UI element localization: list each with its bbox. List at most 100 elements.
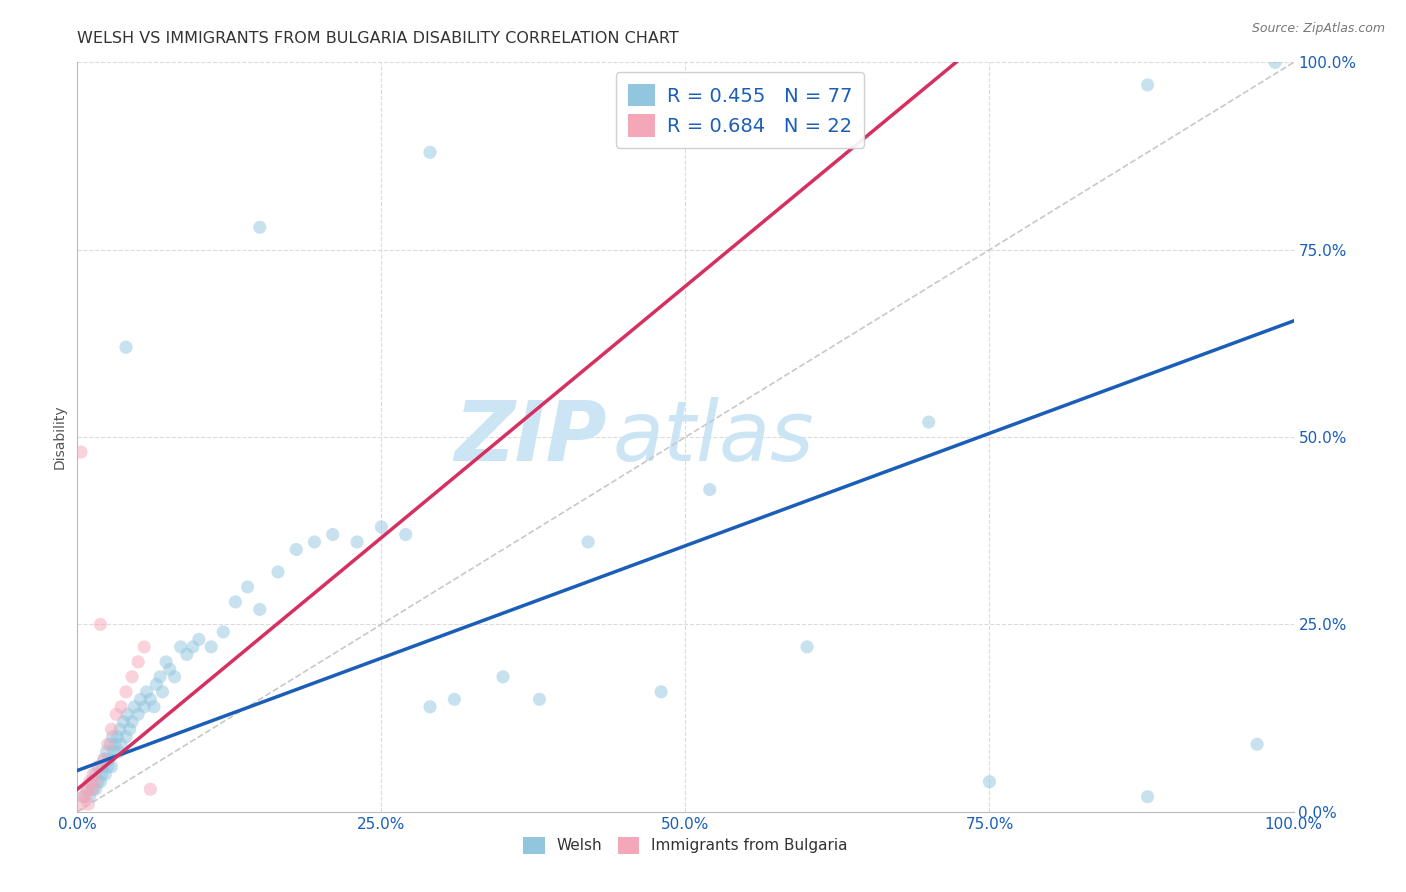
Point bbox=[304, 535, 326, 549]
Point bbox=[129, 692, 152, 706]
Text: Source: ZipAtlas.com: Source: ZipAtlas.com bbox=[1251, 22, 1385, 36]
Point bbox=[124, 699, 146, 714]
Point bbox=[267, 565, 290, 579]
Point bbox=[159, 662, 181, 676]
Point bbox=[87, 760, 110, 774]
Point bbox=[370, 520, 392, 534]
Point bbox=[84, 782, 107, 797]
Point bbox=[82, 782, 104, 797]
Point bbox=[79, 774, 101, 789]
Point bbox=[93, 752, 115, 766]
Point bbox=[142, 699, 165, 714]
Point bbox=[115, 707, 138, 722]
Point bbox=[101, 730, 124, 744]
Point bbox=[492, 670, 515, 684]
Point bbox=[97, 760, 120, 774]
Point bbox=[100, 760, 122, 774]
Point bbox=[104, 737, 127, 751]
Point bbox=[96, 745, 118, 759]
Point bbox=[87, 774, 110, 789]
Point bbox=[419, 699, 441, 714]
Point bbox=[699, 483, 721, 497]
Point bbox=[89, 760, 111, 774]
Point bbox=[224, 595, 246, 609]
Point bbox=[236, 580, 259, 594]
Point bbox=[70, 797, 93, 812]
Point bbox=[127, 655, 149, 669]
Point bbox=[121, 670, 143, 684]
Point bbox=[135, 685, 157, 699]
Point bbox=[115, 730, 138, 744]
Point bbox=[134, 699, 156, 714]
Point bbox=[322, 527, 344, 541]
Point bbox=[77, 797, 100, 812]
Point bbox=[107, 745, 129, 759]
Point bbox=[346, 535, 368, 549]
Point bbox=[107, 730, 129, 744]
Point bbox=[70, 445, 93, 459]
Point bbox=[145, 677, 167, 691]
Point bbox=[127, 707, 149, 722]
Point bbox=[93, 752, 115, 766]
Point bbox=[1136, 789, 1159, 804]
Point bbox=[249, 602, 271, 616]
Point bbox=[94, 767, 117, 781]
Y-axis label: Disability: Disability bbox=[52, 405, 66, 469]
Point bbox=[1264, 55, 1286, 70]
Point bbox=[188, 632, 211, 647]
Point bbox=[76, 782, 98, 797]
Point bbox=[97, 752, 120, 766]
Point bbox=[115, 340, 138, 354]
Point bbox=[163, 670, 186, 684]
Point bbox=[1246, 737, 1268, 751]
Point bbox=[121, 714, 143, 729]
Point bbox=[80, 774, 103, 789]
Point bbox=[249, 220, 271, 235]
Point bbox=[89, 774, 111, 789]
Point bbox=[80, 782, 103, 797]
Point bbox=[115, 685, 138, 699]
Point bbox=[176, 648, 198, 662]
Point bbox=[108, 723, 131, 737]
Point bbox=[90, 767, 112, 781]
Point bbox=[212, 624, 235, 639]
Legend: Welsh, Immigrants from Bulgaria: Welsh, Immigrants from Bulgaria bbox=[517, 830, 853, 860]
Point bbox=[91, 760, 114, 774]
Text: atlas: atlas bbox=[613, 397, 814, 477]
Point bbox=[200, 640, 222, 654]
Point bbox=[112, 714, 135, 729]
Point bbox=[72, 789, 94, 804]
Point bbox=[82, 767, 104, 781]
Point bbox=[134, 640, 156, 654]
Point bbox=[84, 767, 107, 781]
Point bbox=[110, 699, 132, 714]
Point bbox=[1136, 78, 1159, 92]
Point bbox=[650, 685, 672, 699]
Point bbox=[139, 692, 162, 706]
Point bbox=[75, 789, 97, 804]
Point bbox=[76, 782, 98, 797]
Point bbox=[97, 737, 120, 751]
Text: ZIP: ZIP bbox=[454, 397, 606, 477]
Point bbox=[285, 542, 308, 557]
Point bbox=[529, 692, 551, 706]
Point bbox=[979, 774, 1001, 789]
Point bbox=[139, 782, 162, 797]
Point bbox=[155, 655, 177, 669]
Point bbox=[103, 745, 125, 759]
Point bbox=[100, 723, 122, 737]
Point bbox=[98, 737, 121, 751]
Point bbox=[72, 789, 94, 804]
Point bbox=[395, 527, 418, 541]
Point bbox=[79, 789, 101, 804]
Point bbox=[152, 685, 174, 699]
Point bbox=[918, 415, 941, 429]
Point bbox=[443, 692, 465, 706]
Point bbox=[149, 670, 172, 684]
Point bbox=[84, 774, 107, 789]
Text: WELSH VS IMMIGRANTS FROM BULGARIA DISABILITY CORRELATION CHART: WELSH VS IMMIGRANTS FROM BULGARIA DISABI… bbox=[77, 31, 679, 46]
Point bbox=[181, 640, 204, 654]
Point bbox=[576, 535, 599, 549]
Point bbox=[419, 145, 441, 160]
Point bbox=[89, 617, 111, 632]
